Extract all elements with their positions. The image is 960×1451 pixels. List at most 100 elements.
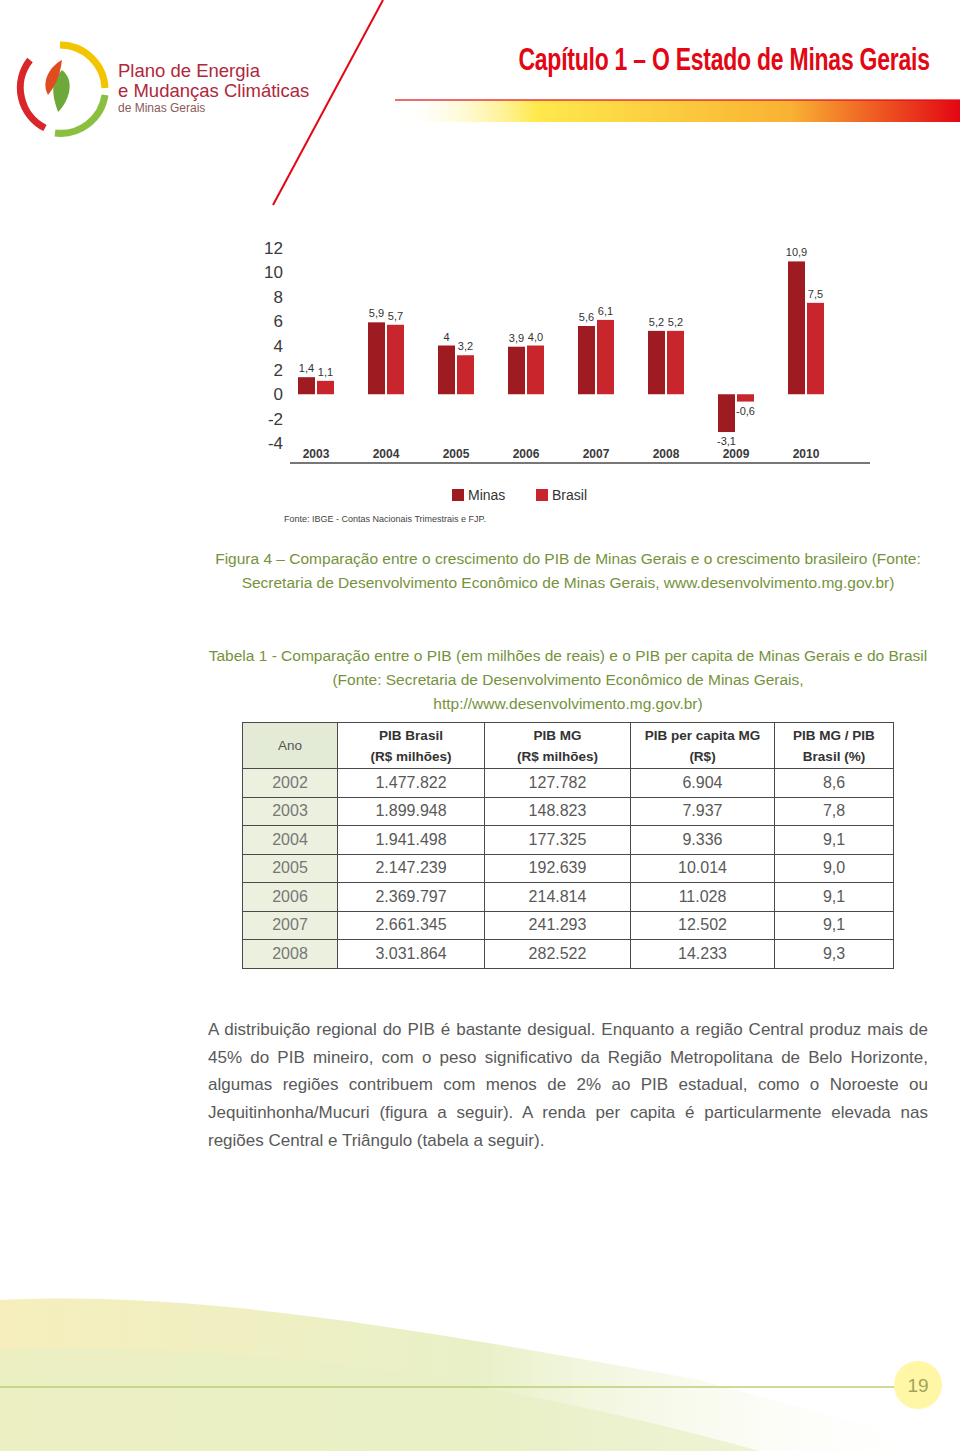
bar [457, 355, 474, 394]
table-cell: 177.325 [485, 826, 631, 855]
data-label: 7,5 [808, 288, 823, 300]
bar [578, 326, 595, 394]
legend-label: Brasil [552, 487, 587, 503]
data-label: 1,4 [299, 362, 314, 374]
logo-text: e Mudanças Climáticas [118, 82, 309, 101]
table-cell: 10.014 [631, 854, 775, 883]
x-axis-line [290, 462, 870, 464]
table-cell: 14.233 [631, 940, 775, 969]
bar [648, 331, 665, 394]
table-row: 20041.941.498177.3259.3369,1 [243, 826, 894, 855]
table-cell: 2.147.239 [338, 854, 485, 883]
bar [597, 320, 614, 394]
bar [788, 261, 805, 394]
bar [667, 331, 684, 394]
caption-line: http://www.desenvolvimento.mg.gov.br) [188, 692, 948, 716]
y-tick-label: 12 [264, 239, 283, 258]
header-text: Ano [243, 735, 337, 756]
caption-line: Tabela 1 - Comparação entre o PIB (em mi… [188, 644, 948, 668]
table-cell: 7.937 [631, 797, 775, 826]
y-tick-label: 4 [274, 337, 283, 356]
header-cell: PIB MG(R$ milhões) [485, 723, 631, 769]
page-number: 19 [907, 1375, 928, 1396]
header-cell: PIB MG / PIBBrasil (%) [775, 723, 894, 769]
table-cell: 282.522 [485, 940, 631, 969]
bars [298, 261, 824, 432]
table-cell: 2005 [243, 854, 338, 883]
table-cell: 2.661.345 [338, 911, 485, 940]
header-cell: PIB per capita MG(R$) [631, 723, 775, 769]
y-tick-label: 8 [274, 288, 283, 307]
table-cell: 192.639 [485, 854, 631, 883]
table-cell: 2007 [243, 911, 338, 940]
table-cell: 1.941.498 [338, 826, 485, 855]
logo-arc [20, 60, 45, 128]
header-band [395, 100, 960, 122]
table-cell: 7,8 [775, 797, 894, 826]
table-cell: 9,1 [775, 911, 894, 940]
page: {"header": {"logo_lines": ["Plano de Ene… [0, 0, 960, 1451]
table-cell: 9.336 [631, 826, 775, 855]
paragraph-line: regiões Central e Triângulo (tabela a se… [208, 1127, 928, 1155]
caption-line: Figura 4 – Comparação entre o cresciment… [188, 547, 948, 571]
table-head: AnoPIB Brasil(R$ milhões)PIB MG(R$ milhõ… [243, 723, 894, 769]
logo-icon [20, 45, 105, 133]
y-tick-label: 6 [274, 312, 283, 331]
x-tick-label: 2004 [373, 447, 400, 461]
bar [368, 322, 385, 394]
x-tick-label: 2003 [303, 447, 330, 461]
table-cell: 2006 [243, 883, 338, 912]
data-label: 5,6 [579, 311, 594, 323]
table-cell: 1.477.822 [338, 769, 485, 798]
chart: -4-20246810121,45,943,95,65,2-3,110,91,1… [264, 239, 870, 524]
table-cell: 9,1 [775, 883, 894, 912]
table-cell: 12.502 [631, 911, 775, 940]
header-text: PIB Brasil [338, 725, 484, 746]
y-tick-label: -2 [268, 410, 283, 429]
data-label: -0,6 [736, 405, 755, 417]
paragraph-line: Jequitinhonha/Mucuri (figura a seguir). … [208, 1099, 928, 1127]
bar [508, 347, 525, 395]
bar [807, 303, 824, 394]
header-cell: Ano [243, 723, 338, 769]
x-tick-label: 2005 [443, 447, 470, 461]
data-label: 5,9 [369, 307, 384, 319]
figure-caption: Figura 4 – Comparação entre o cresciment… [188, 547, 948, 595]
data-label: -3,1 [717, 435, 736, 447]
header-text: Brasil (%) [775, 746, 893, 767]
header-band-line [395, 99, 960, 101]
table-row: 20062.369.797214.81411.0289,1 [243, 883, 894, 912]
table-cell: 6.904 [631, 769, 775, 798]
table-row: 20021.477.822127.7826.9048,6 [243, 769, 894, 798]
bar [438, 346, 455, 395]
data-label: 5,2 [649, 316, 664, 328]
data-label: 5,2 [668, 316, 683, 328]
header-text: (R$ milhões) [338, 746, 484, 767]
x-tick-label: 2010 [793, 447, 820, 461]
table-cell: 1.899.948 [338, 797, 485, 826]
legend-swatch [452, 489, 464, 501]
table-cell: 2002 [243, 769, 338, 798]
page-number-circle [894, 1361, 942, 1409]
header-cell: PIB Brasil(R$ milhões) [338, 723, 485, 769]
data-label: 4 [443, 331, 449, 343]
table-cell: 127.782 [485, 769, 631, 798]
bar [718, 394, 735, 432]
footer-swoosh [0, 1298, 960, 1451]
footer-rule [0, 1386, 895, 1388]
paragraph-line: 45% do PIB mineiro, com o peso significa… [208, 1044, 928, 1072]
table-cell: 8,6 [775, 769, 894, 798]
data-label: 4,0 [528, 331, 543, 343]
table-cell: 9,0 [775, 854, 894, 883]
data-label: 5,7 [388, 310, 403, 322]
y-tick-label: 10 [264, 263, 283, 282]
data-label: 3,2 [458, 340, 473, 352]
table-cell: 2003 [243, 797, 338, 826]
data-label: 1,1 [318, 366, 333, 378]
data-label: 10,9 [786, 246, 807, 258]
table-row: 20052.147.239192.63910.0149,0 [243, 854, 894, 883]
logo-flame [45, 60, 62, 95]
data-label: 6,1 [598, 305, 613, 317]
x-tick-label: 2007 [583, 447, 610, 461]
diagonal-rule [273, 0, 383, 205]
